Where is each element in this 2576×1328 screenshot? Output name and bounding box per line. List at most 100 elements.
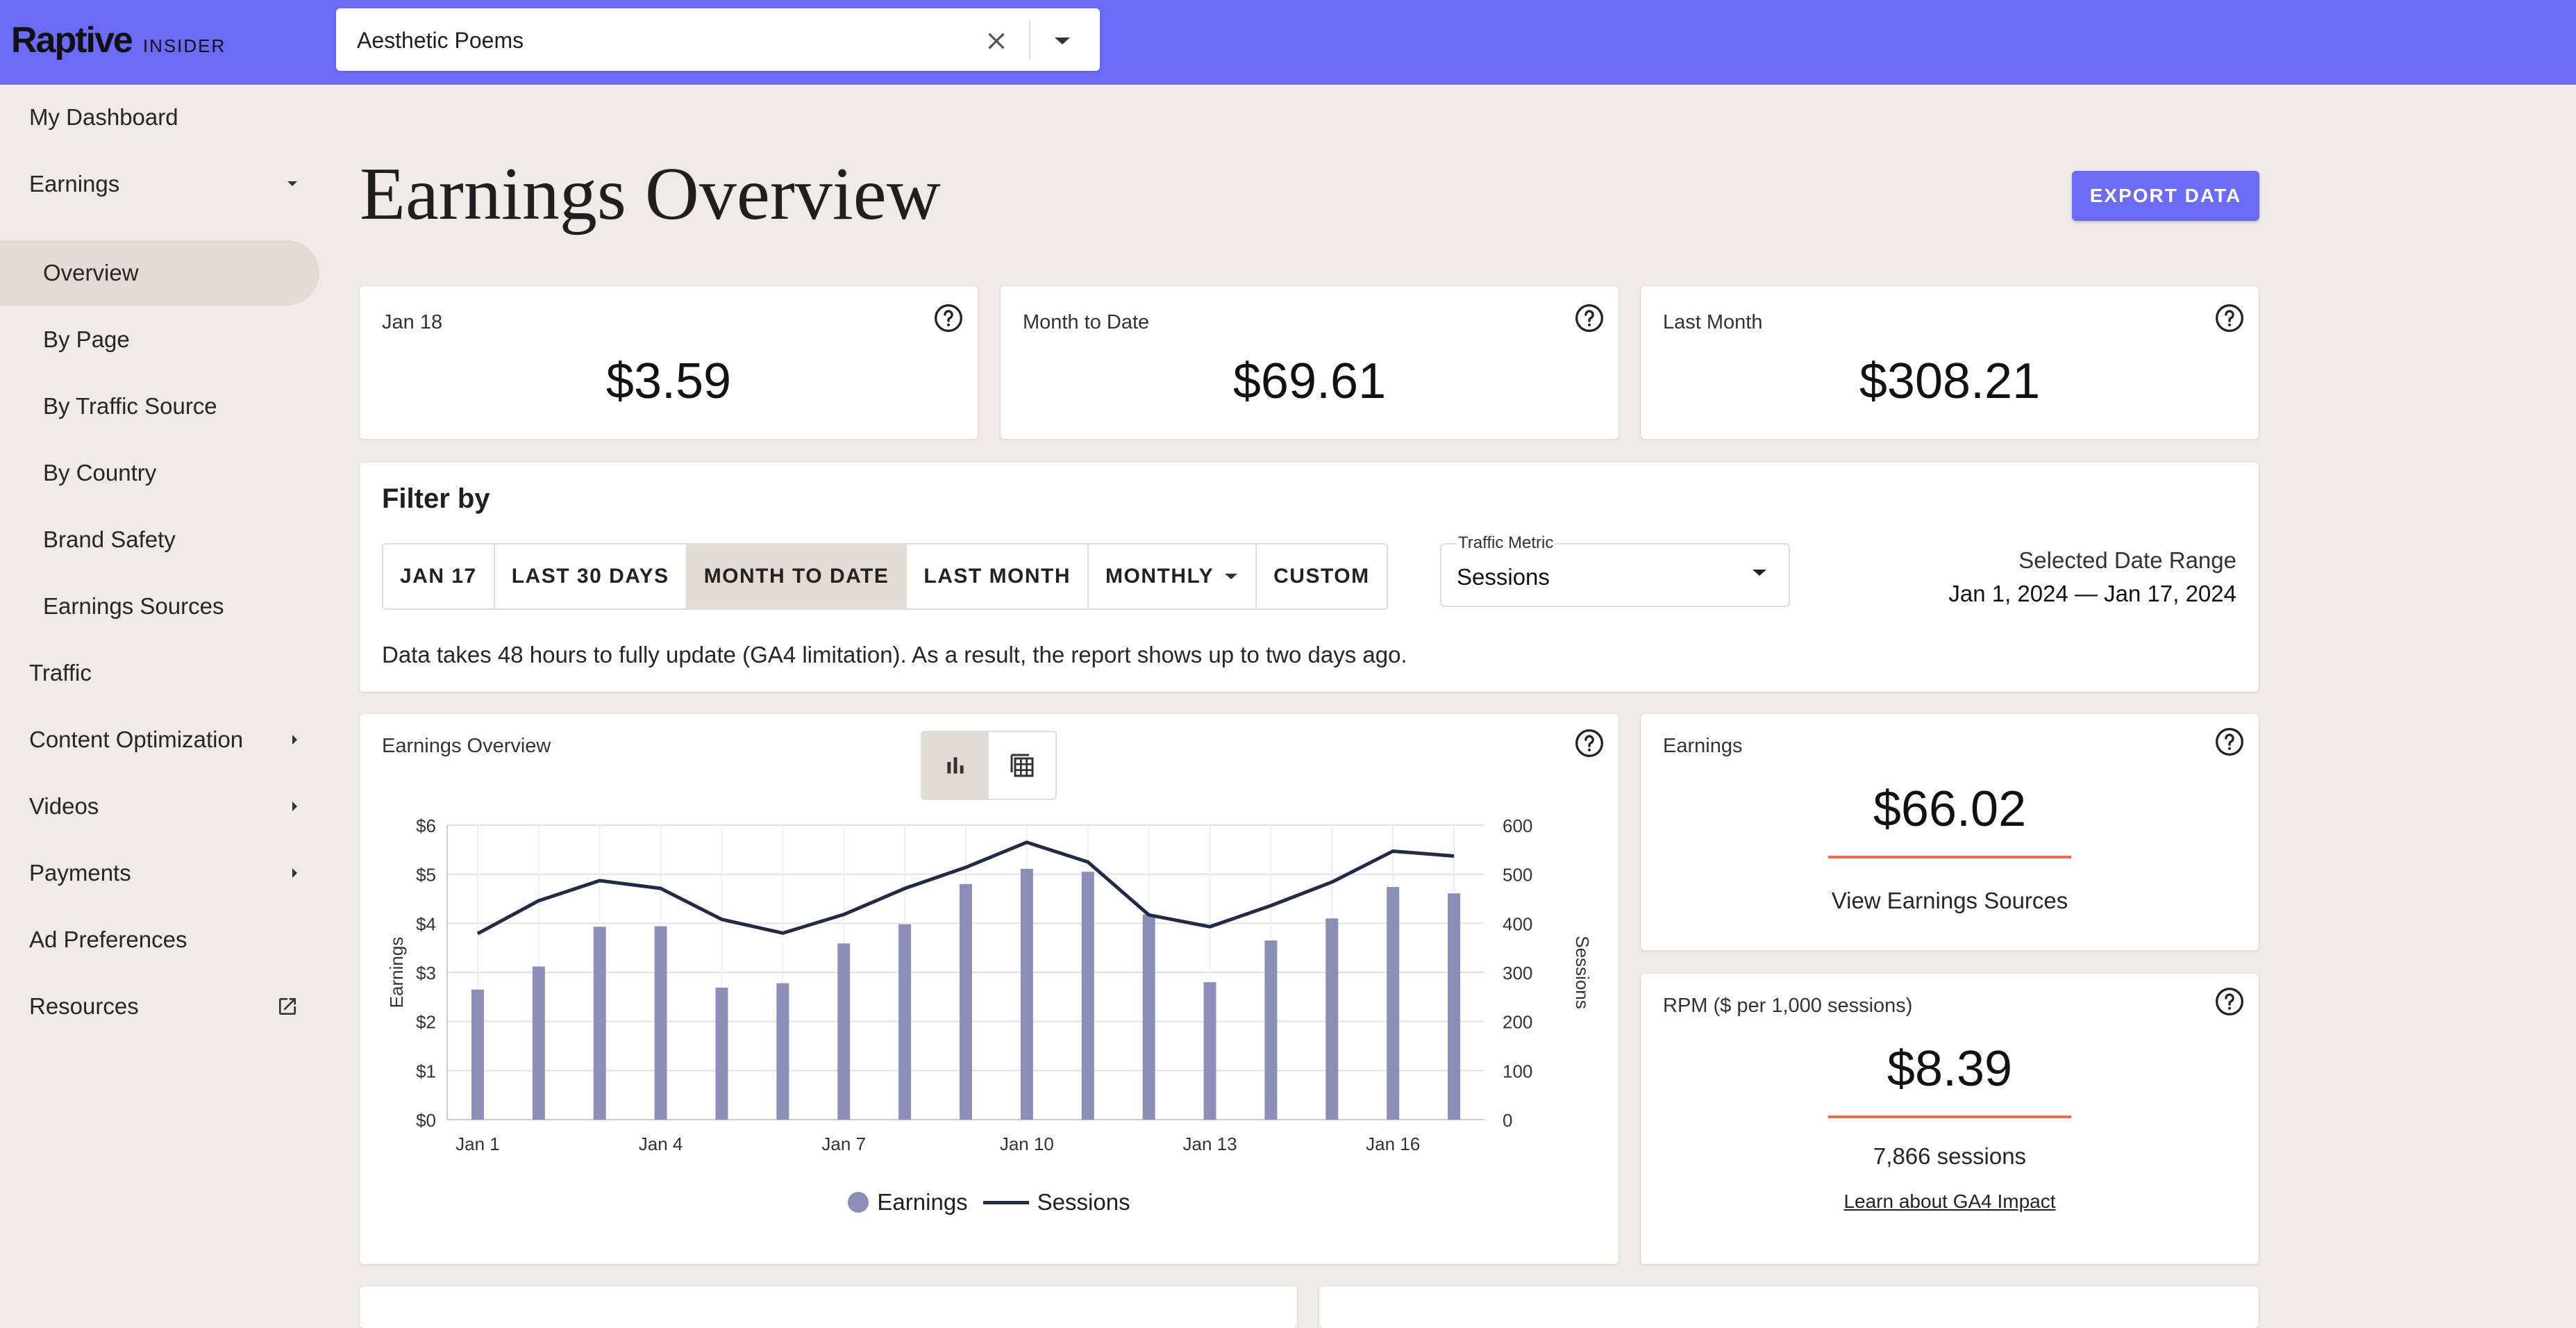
sidebar-item-my-dashboard[interactable]: My Dashboard	[0, 85, 319, 150]
view-earnings-sources-link[interactable]: View Earnings Sources	[1831, 888, 2068, 913]
rpm-card: RPM ($ per 1,000 sessions) $8.39 7,866 s…	[1641, 974, 2259, 1264]
y-axis-title: Earnings	[386, 937, 407, 1009]
rpm-sessions-count: 7,866 sessions	[1873, 1143, 2027, 1169]
sidebar-item-label: By Country	[43, 460, 157, 485]
site-selector-value: Aesthetic Poems	[357, 28, 524, 53]
sidebar-item-resources[interactable]: Resources	[0, 974, 319, 1039]
sidebar-item-label: By Traffic Source	[43, 393, 217, 419]
sidebar-item-payments[interactable]: Payments	[0, 840, 319, 906]
sidebar-item-ad-preferences[interactable]: Ad Preferences	[0, 907, 319, 972]
earnings-bar	[1020, 868, 1033, 1120]
sidebar-item-earnings-sources[interactable]: Earnings Sources	[0, 574, 319, 639]
earnings-bar	[532, 966, 545, 1120]
sidebar-item-label: Videos	[29, 793, 99, 819]
value-underline	[1828, 856, 2071, 858]
legend-item-earnings[interactable]: Earnings	[848, 1189, 968, 1215]
earnings-bar	[837, 943, 851, 1120]
site-dropdown-button[interactable]	[1037, 24, 1087, 58]
y2-tick-label: 200	[1503, 1012, 1532, 1033]
external-link-icon	[276, 974, 299, 1039]
kpi-label: Last Month	[1663, 311, 1763, 333]
legend-label: Sessions	[1037, 1189, 1130, 1215]
page-title: Earnings Overview	[360, 153, 941, 235]
learn-ga4-impact-link[interactable]: Learn about GA4 Impact	[1843, 1190, 2056, 1212]
earnings-sessions-chart: $0 $1 $2 $3 $4 $5 $6 0 100 200 300 400 500 600 Jan 1 Ja…	[386, 815, 1593, 1154]
sidebar-item-label: Overview	[43, 260, 139, 285]
earnings-bar	[654, 926, 667, 1120]
legend-item-sessions[interactable]: Sessions	[982, 1189, 1130, 1215]
earnings-bar	[898, 924, 912, 1120]
kpi-label: Month to Date	[1023, 311, 1150, 333]
export-data-button[interactable]: EXPORT DATA	[2072, 171, 2259, 221]
help-icon[interactable]	[2214, 986, 2245, 1017]
sidebar-item-by-page[interactable]: By Page	[0, 307, 319, 372]
logo[interactable]: Raptive INSIDER	[11, 19, 226, 61]
earnings-bar	[1387, 887, 1400, 1120]
earnings-summary-card: Earnings $66.02 View Earnings Sources	[1641, 714, 2259, 950]
x-tick-label: Jan 13	[1182, 1134, 1237, 1154]
sidebar-item-traffic[interactable]: Traffic	[0, 640, 319, 706]
earnings-bar	[1203, 982, 1216, 1120]
filter-custom-button[interactable]: CUSTOM	[1257, 545, 1387, 608]
sidebar-item-content-optimization[interactable]: Content Optimization	[0, 707, 319, 772]
help-icon[interactable]	[1574, 303, 1605, 333]
rpm-value: $8.39	[1887, 1041, 2013, 1097]
chart-view-toggle	[921, 731, 1057, 800]
x-tick-label: Jan 7	[821, 1134, 866, 1154]
earnings-bar	[1325, 918, 1339, 1120]
close-icon	[988, 33, 1005, 49]
table-view-button[interactable]	[989, 732, 1055, 799]
x-tick-label: Jan 1	[455, 1134, 500, 1154]
earnings-bar	[593, 927, 606, 1120]
filter-jan-17-button[interactable]: JAN 17	[383, 545, 495, 608]
caret-down-icon	[1753, 570, 1766, 576]
legend-label: Earnings	[877, 1189, 968, 1215]
clear-selection-button[interactable]	[979, 24, 1014, 58]
kpi-value: $69.61	[1232, 354, 1387, 409]
date-range-label: Selected Date Range	[2018, 547, 2236, 573]
y-tick-label: $5	[416, 865, 436, 886]
date-filter-group: JAN 17 LAST 30 DAYS MONTH TO DATE LAST M…	[382, 543, 1388, 610]
y2-tick-label: 0	[1503, 1110, 1512, 1131]
sidebar-item-label: By Page	[43, 326, 130, 352]
y-tick-label: $4	[416, 913, 436, 934]
help-icon[interactable]	[2214, 303, 2245, 333]
earnings-summary-label: Earnings	[1663, 735, 1743, 757]
filter-last-30-days-button[interactable]: LAST 30 DAYS	[494, 545, 687, 608]
traffic-metric-caption: Traffic Metric	[1457, 533, 1555, 553]
y2-axis-title: Sessions	[1572, 936, 1593, 1009]
earnings-summary-value: $66.02	[1873, 781, 2027, 837]
caret-down-icon	[1055, 38, 1070, 44]
sidebar-item-by-country[interactable]: By Country	[0, 440, 319, 506]
y-tick-label: $3	[416, 963, 436, 983]
help-icon[interactable]	[1574, 728, 1605, 758]
filter-month-to-date-button[interactable]: MONTH TO DATE	[687, 545, 908, 608]
help-icon[interactable]	[2214, 727, 2245, 757]
sidebar-item-overview[interactable]: Overview	[0, 240, 319, 306]
y-tick-label: $1	[416, 1061, 436, 1081]
filter-monthly-button[interactable]: MONTHLY	[1089, 545, 1257, 608]
filter-last-month-button[interactable]: LAST MONTH	[907, 545, 1089, 608]
help-icon[interactable]	[933, 303, 964, 333]
earnings-bar	[1264, 940, 1278, 1120]
sidebar-item-brand-safety[interactable]: Brand Safety	[0, 507, 319, 572]
kpi-card-last-month: Last Month $308.21	[1641, 286, 2259, 439]
filter-panel: Filter by JAN 17 LAST 30 DAYS MONTH TO D…	[360, 463, 2259, 692]
sidebar-item-label: Content Optimization	[29, 727, 244, 752]
chart-view-button[interactable]	[922, 732, 989, 799]
sidebar-item-by-traffic-source[interactable]: By Traffic Source	[0, 374, 319, 439]
site-selector[interactable]: Aesthetic Poems	[336, 8, 1100, 71]
caret-down-icon	[1225, 574, 1238, 579]
legend-swatch-sessions	[982, 1200, 1029, 1204]
chevron-right-icon	[292, 707, 299, 772]
earnings-bar	[715, 987, 728, 1120]
traffic-metric-select[interactable]: Traffic Metric Sessions	[1440, 533, 1790, 607]
sidebar-item-videos[interactable]: Videos	[0, 774, 319, 839]
sidebar-item-label: Resources	[29, 993, 139, 1019]
value-underline	[1828, 1115, 2071, 1118]
kpi-value: $308.21	[1859, 354, 2041, 409]
table-icon	[1010, 754, 1034, 777]
sidebar-item-earnings[interactable]: Earnings	[0, 151, 319, 217]
earnings-bar	[471, 989, 484, 1120]
sidebar-item-label: My Dashboard	[29, 104, 178, 130]
